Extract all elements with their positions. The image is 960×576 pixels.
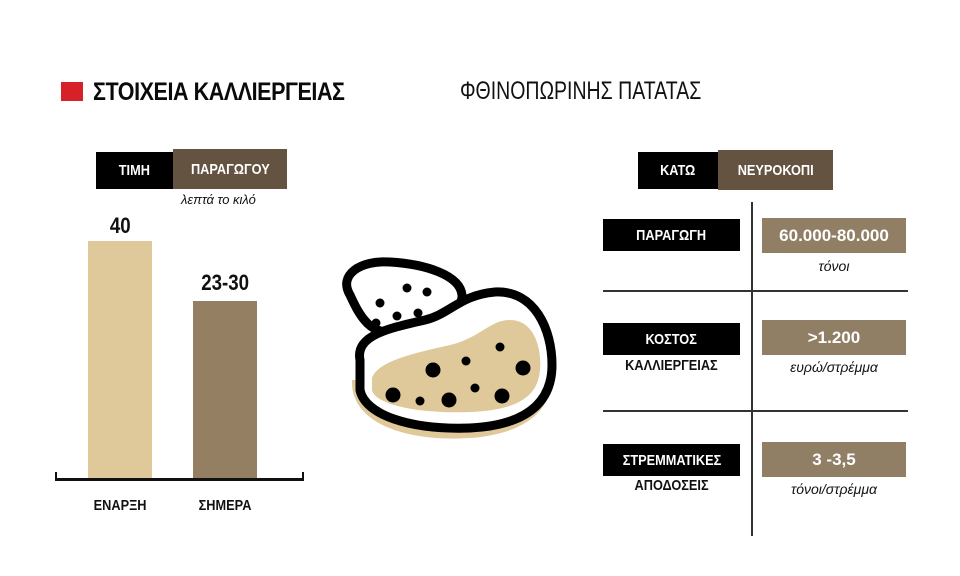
category-label-text: ΣΗΜΕΡΑ xyxy=(198,497,252,514)
region-tag-right: ΝΕΥΡΟΚΟΠΙ xyxy=(718,150,833,190)
stat-label-sub-text: ΑΠΟΔΟΣΕΙΣ xyxy=(634,477,709,494)
stat-label-text: ΚΟΣΤΟΣ xyxy=(645,330,698,348)
stat-label-production: ΠΑΡΑΓΩΓΗ xyxy=(603,219,740,251)
stat-label-yield: ΣΤΡΕΜΜΑΤΙΚΕΣ xyxy=(603,444,740,476)
stat-label-yield-sub: ΑΠΟΔΟΣΕΙΣ xyxy=(603,477,740,494)
price-tag-right-text: ΠΑΡΑΓΩΓΟΥ xyxy=(190,160,270,178)
table-row-divider xyxy=(603,290,908,292)
stat-label-text: ΣΤΡΕΜΜΑΤΙΚΕΣ xyxy=(622,451,721,469)
title-light-text: ΦΘΙΝΟΠΩΡΙΝΗΣ ΠΑΤΑΤΑΣ xyxy=(460,77,702,105)
stat-label-sub-text: ΚΑΛΛΙΕΡΓΕΙΑΣ xyxy=(625,357,718,374)
bar-value-text: 40 xyxy=(109,213,131,238)
stat-label-text: ΠΑΡΑΓΩΓΗ xyxy=(636,226,707,244)
region-tag-right-text: ΝΕΥΡΟΚΟΠΙ xyxy=(737,161,814,179)
region-tag-left: ΚΑΤΩ xyxy=(638,152,718,189)
x-axis-line xyxy=(55,478,304,481)
price-unit-note: λεπτά το κιλό xyxy=(181,192,256,207)
title-accent-square xyxy=(61,81,83,101)
price-tag-left-text: ΤΙΜΗ xyxy=(118,162,151,179)
stat-unit-cost: ευρώ/στρέμμα xyxy=(790,359,878,375)
stat-value-yield: 3 -3,5 xyxy=(762,442,906,477)
stat-unit-production: τόνοι xyxy=(818,258,850,274)
bar-today xyxy=(193,301,257,479)
axis-tick-right xyxy=(302,472,304,480)
category-label: ΕΝΑΡΞΗ xyxy=(70,497,170,514)
category-label: ΣΗΜΕΡΑ xyxy=(175,497,275,514)
bar-value-text: 23-30 xyxy=(201,270,249,295)
region-tag-left-text: ΚΑΤΩ xyxy=(660,162,696,179)
stat-value-production: 60.000-80.000 xyxy=(762,218,906,253)
bar-start xyxy=(88,241,152,479)
stat-value-cost: >1.200 xyxy=(762,320,906,355)
stat-label-cost-sub: ΚΑΛΛΙΕΡΓΕΙΑΣ xyxy=(603,357,740,374)
bar-value-label: 40 xyxy=(70,213,170,239)
stat-label-cost: ΚΟΣΤΟΣ xyxy=(603,323,740,355)
table-row-divider xyxy=(603,410,908,412)
axis-tick-left xyxy=(55,472,57,480)
potato-icon xyxy=(342,257,557,439)
title-bold-text: ΣΤΟΙΧΕΙΑ ΚΑΛΛΙΕΡΓΕΙΑΣ xyxy=(93,78,345,106)
stat-unit-yield: τόνοι/στρέμμα xyxy=(791,481,877,497)
table-vertical-divider xyxy=(751,202,753,536)
price-tag-right: ΠΑΡΑΓΩΓΟΥ xyxy=(173,149,287,189)
bar-value-label: 23-30 xyxy=(175,270,275,296)
category-label-text: ΕΝΑΡΞΗ xyxy=(93,497,147,514)
price-tag-left: ΤΙΜΗ xyxy=(96,152,173,189)
page-title: ΣΤΟΙΧΕΙΑ ΚΑΛΛΙΕΡΓΕΙΑΣ ΦΘΙΝΟΠΩΡΙΝΗΣ ΠΑΤΑΤ… xyxy=(61,77,753,106)
